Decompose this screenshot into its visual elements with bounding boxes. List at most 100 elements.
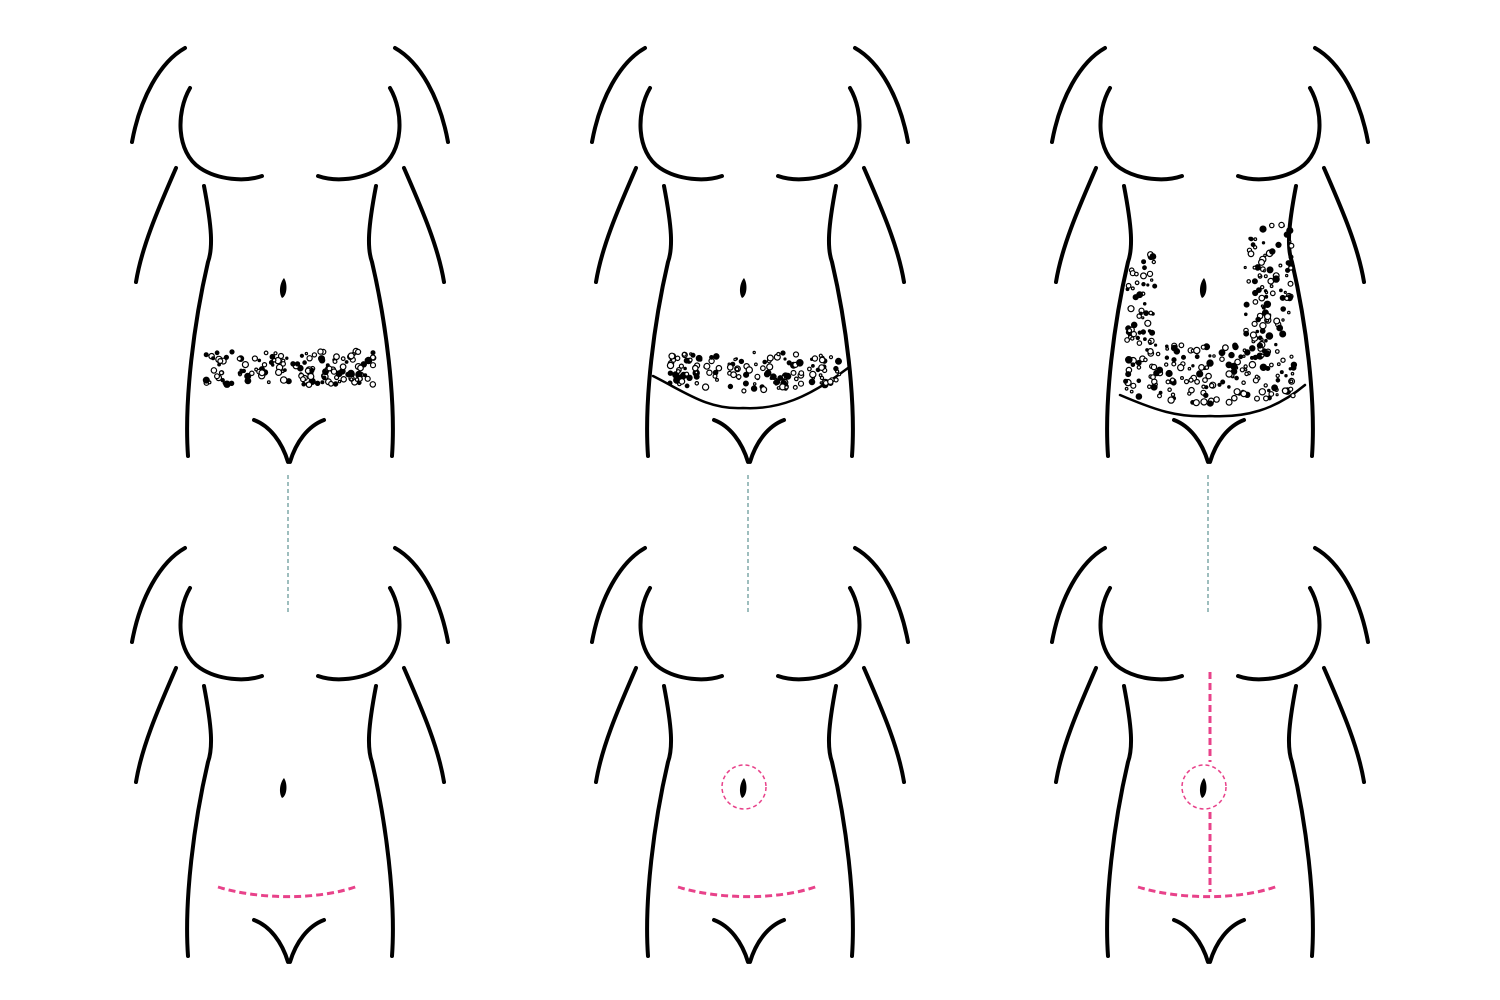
fat-dot (1290, 392, 1296, 399)
fat-dot (1276, 362, 1281, 367)
fat-dot (1167, 396, 1175, 404)
fat-dot (683, 366, 687, 371)
fat-dot (1269, 290, 1276, 297)
fat-dot (1234, 358, 1242, 366)
fat-dot (1151, 259, 1156, 265)
fat-dot (735, 373, 742, 380)
fat-dot (258, 369, 266, 377)
fat-dot (692, 364, 699, 372)
fat-dot (686, 374, 693, 381)
torso-figure (1050, 46, 1370, 615)
fat-dot (784, 384, 789, 390)
fat-dot (1170, 344, 1178, 352)
fat-dot (1171, 357, 1177, 363)
fat-dot (1243, 364, 1248, 369)
fat-dot (683, 357, 690, 364)
fat-dot (266, 380, 271, 385)
fat-dot (1268, 391, 1275, 397)
fat-dot (1227, 385, 1231, 389)
fat-dot (675, 369, 681, 374)
fat-dot (1244, 371, 1249, 377)
fat-dot (1206, 359, 1214, 367)
fat-dot (1194, 378, 1201, 385)
fat-dot (1154, 343, 1158, 347)
fat-dot (1187, 366, 1192, 371)
fat-dot (300, 376, 307, 383)
fat-dot (827, 378, 834, 385)
fat-dot (1276, 324, 1284, 332)
torso-figure (590, 546, 910, 964)
fat-dot (1244, 349, 1251, 356)
fat-dot (777, 375, 784, 381)
fat-dot (347, 369, 355, 378)
fat-dot (1252, 354, 1259, 361)
fat-dot (307, 372, 315, 381)
fat-dot (1288, 254, 1294, 260)
fat-dot (1124, 386, 1129, 391)
fat-dot (1289, 354, 1294, 359)
fat-dot (1134, 280, 1140, 286)
fat-dot (1264, 290, 1269, 295)
fat-dot (1135, 359, 1142, 366)
fat-dot (299, 353, 304, 358)
fat-dot (741, 388, 747, 394)
fat-dot (328, 380, 334, 387)
fat-dot (1249, 331, 1257, 339)
fat-dot (1140, 329, 1146, 335)
fat-dot (1288, 240, 1292, 244)
fat-dot (1281, 387, 1289, 395)
fat-dot (309, 367, 315, 373)
fat-dot (1268, 222, 1275, 229)
fat-dot (792, 351, 800, 358)
fat-dot (1275, 377, 1281, 383)
fat-dot (339, 363, 347, 371)
fat-dot (369, 381, 377, 388)
fat-dot (318, 357, 326, 364)
fat-dot (1148, 310, 1154, 316)
fat-dot (236, 356, 242, 362)
fat-dot (1154, 382, 1158, 387)
fat-dot (1135, 335, 1140, 341)
fat-dot (715, 377, 720, 382)
fat-dot (1208, 354, 1212, 358)
fat-dot (1147, 384, 1152, 390)
navel-incision (721, 764, 767, 810)
fat-dot (1275, 393, 1279, 397)
fat-dot (349, 377, 354, 382)
fat-dot (1165, 347, 1170, 351)
fat-dot (1250, 242, 1256, 248)
torso-outline (590, 46, 910, 464)
fat-dot (712, 353, 720, 360)
fat-dot (1260, 353, 1265, 358)
fat-dot (1271, 384, 1279, 392)
fat-dot (241, 368, 246, 374)
fat-dot (1290, 371, 1295, 376)
fat-dot (1138, 311, 1143, 316)
fat-dot (1263, 300, 1272, 308)
fat-dot (1289, 379, 1294, 384)
fat-dot (305, 381, 313, 389)
fat-dot (304, 351, 309, 356)
fat-dot (790, 369, 797, 376)
fat-dot (818, 356, 826, 364)
fat-dot (797, 380, 805, 387)
fat-dot (742, 380, 749, 387)
fat-dot (811, 355, 819, 362)
fat-dot (244, 377, 252, 385)
fat-dot (1213, 396, 1220, 403)
fat-dot (1249, 345, 1256, 352)
fat-dot (760, 386, 768, 394)
fat-dot (1239, 367, 1245, 373)
fat-dot (340, 356, 346, 362)
incision-line (677, 884, 819, 899)
fat-dot (1284, 374, 1288, 378)
fat-dot (828, 355, 834, 360)
fat-dot (1164, 355, 1170, 360)
fat-dot (1217, 382, 1222, 387)
fat-dot (1279, 288, 1283, 293)
fat-dot (214, 350, 220, 356)
fat-dot (1263, 383, 1268, 388)
fat-dot (745, 366, 753, 374)
fat-dot (1264, 313, 1272, 321)
fat-dot (762, 359, 768, 365)
